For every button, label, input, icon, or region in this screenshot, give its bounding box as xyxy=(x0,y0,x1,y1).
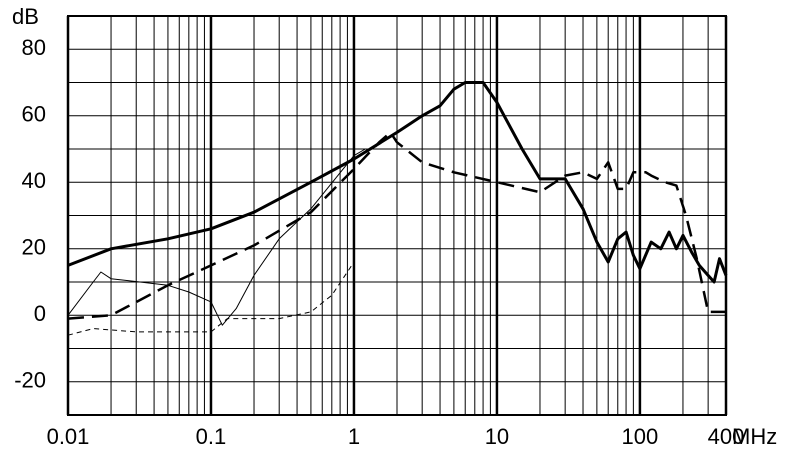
line-series xyxy=(67,148,366,326)
plot-frame xyxy=(67,15,727,416)
x-tick-label: 0.01 xyxy=(47,424,90,449)
y-tick-label: 60 xyxy=(22,102,46,127)
y-tick-label: 40 xyxy=(22,168,46,193)
y-axis-label: dB xyxy=(12,4,39,29)
line-series xyxy=(67,131,726,320)
y-tick-label: 20 xyxy=(22,235,46,260)
x-tick-label: 400 xyxy=(708,424,745,449)
x-axis-label: MHz xyxy=(732,424,777,449)
y-tick-label: -20 xyxy=(14,368,46,393)
x-tick-label: 0.1 xyxy=(196,424,227,449)
line-series xyxy=(67,81,728,284)
x-tick-label: 10 xyxy=(485,424,509,449)
y-tick-label: 80 xyxy=(22,35,46,60)
y-tick-label: 0 xyxy=(34,301,46,326)
x-tick-label: 1 xyxy=(348,424,360,449)
line-series xyxy=(67,261,355,336)
x-tick-label: 100 xyxy=(622,424,659,449)
